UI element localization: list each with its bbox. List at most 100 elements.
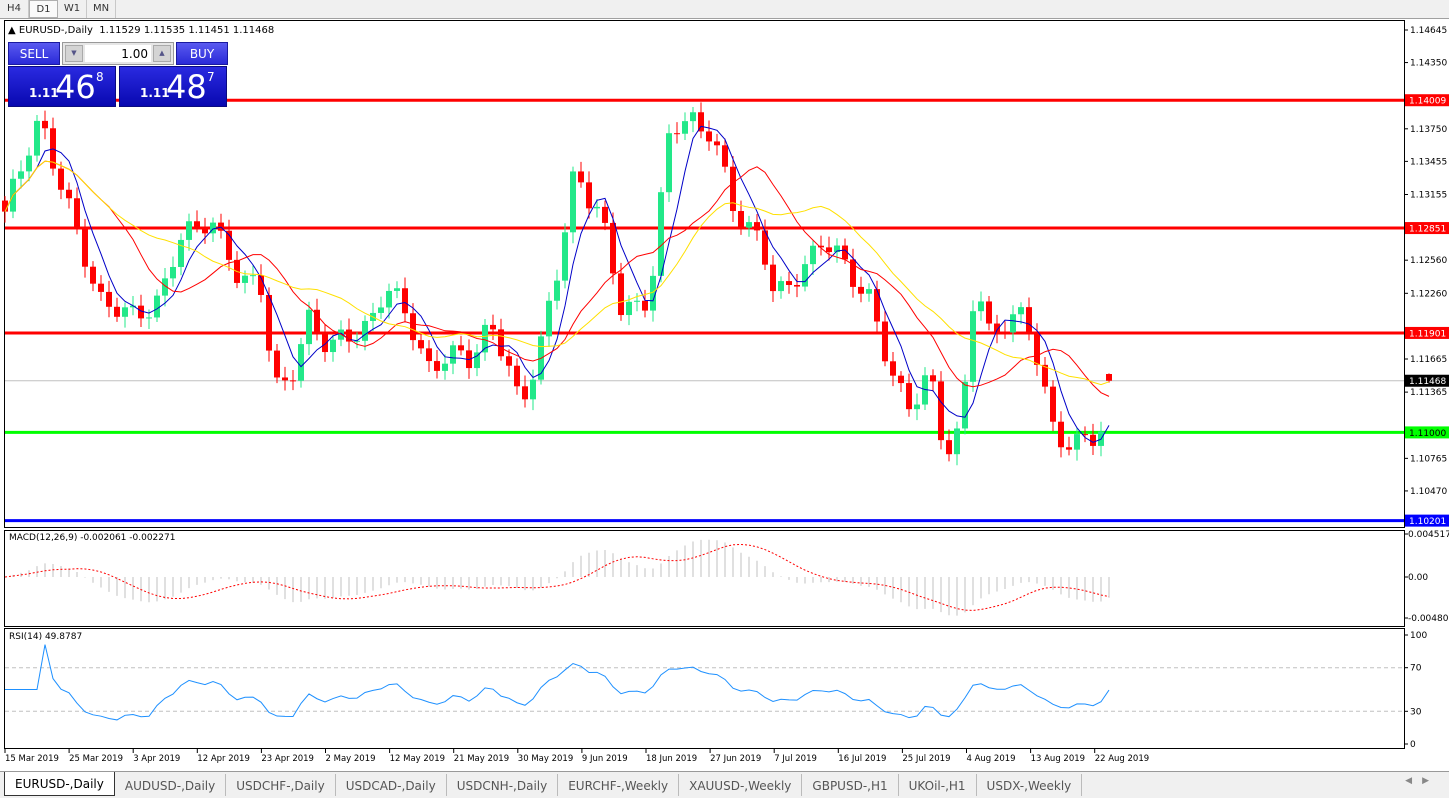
bear-candle bbox=[842, 245, 848, 260]
price-axis-label: 1.12260 bbox=[1410, 289, 1447, 299]
bull-candle bbox=[682, 121, 688, 134]
lot-input[interactable] bbox=[85, 45, 151, 62]
bull-candle bbox=[650, 275, 656, 311]
bull-candle bbox=[154, 295, 160, 318]
bear-candle bbox=[506, 356, 512, 366]
buy-button[interactable]: BUY bbox=[176, 42, 228, 65]
bear-candle bbox=[714, 141, 720, 146]
rsi-axis-label: 70 bbox=[1410, 664, 1422, 674]
date-axis-label: 30 May 2019 bbox=[518, 754, 573, 764]
price-axis-label: 1.11665 bbox=[1410, 355, 1447, 365]
tab-ukoil-h1[interactable]: UKOil-,H1 bbox=[899, 774, 977, 796]
sell-price-pips: 46 bbox=[55, 68, 96, 106]
bull-candle bbox=[746, 222, 752, 228]
date-axis-label: 16 Jul 2019 bbox=[838, 754, 886, 764]
bear-candle bbox=[290, 380, 296, 382]
price-axis-label: 1.11365 bbox=[1410, 388, 1447, 398]
date-axis-label: 2 May 2019 bbox=[326, 754, 376, 764]
current-price-label: 1.11468 bbox=[1409, 377, 1446, 387]
tab-xauusd-weekly[interactable]: XAUUSD-,Weekly bbox=[679, 774, 803, 796]
chart-tabs: EURUSD-,Daily AUDUSD-,Daily USDCHF-,Daily U… bbox=[0, 771, 1449, 798]
date-axis-label: 3 Apr 2019 bbox=[133, 754, 180, 764]
bull-candle bbox=[914, 404, 920, 410]
date-axis-label: 22 Aug 2019 bbox=[1095, 754, 1149, 764]
bull-candle bbox=[690, 112, 696, 122]
tab-usdx-weekly[interactable]: USDX-,Weekly bbox=[977, 774, 1083, 796]
ma-fast-line bbox=[4, 125, 1110, 443]
tab-audusd-daily[interactable]: AUDUSD-,Daily bbox=[115, 774, 227, 796]
buy-price-pips: 48 bbox=[166, 68, 207, 106]
date-axis-label: 21 May 2019 bbox=[454, 754, 509, 764]
bear-candle bbox=[1082, 434, 1088, 436]
tab-usdcad-daily[interactable]: USDCAD-,Daily bbox=[336, 774, 447, 796]
bull-candle bbox=[954, 428, 960, 455]
tab-gbpusd-h1[interactable]: GBPUSD-,H1 bbox=[802, 774, 899, 796]
macd-axis-label: 0.00 bbox=[1408, 573, 1428, 583]
bull-candle bbox=[970, 311, 976, 382]
bull-candle bbox=[442, 363, 448, 371]
bear-candle bbox=[322, 334, 328, 353]
macd-signal-line bbox=[4, 543, 1110, 611]
price-axis-label: 1.10470 bbox=[1410, 487, 1447, 497]
bear-candle bbox=[898, 375, 904, 384]
bull-candle bbox=[546, 300, 552, 337]
sell-button[interactable]: SELL bbox=[8, 42, 60, 65]
timeframe-d1[interactable]: D1 bbox=[29, 0, 58, 18]
bear-candle bbox=[434, 361, 440, 371]
macd-axis-label: 0.004517 bbox=[1408, 530, 1449, 540]
bear-candle bbox=[74, 198, 80, 229]
bull-candle bbox=[802, 264, 808, 287]
level-price-label: 1.10201 bbox=[1409, 517, 1446, 527]
macd-axis-label: -0.004806 bbox=[1408, 614, 1449, 624]
bull-candle bbox=[626, 301, 632, 316]
timeframe-h4[interactable]: H4 bbox=[0, 0, 29, 18]
rsi-frame bbox=[4, 628, 1405, 749]
ma-slow-line bbox=[4, 160, 1110, 386]
rsi-line bbox=[5, 644, 1110, 721]
bear-candle bbox=[906, 383, 912, 410]
bear-candle bbox=[42, 120, 48, 129]
buy-price[interactable]: 1.11 48 7 bbox=[119, 66, 227, 107]
bear-candle bbox=[674, 133, 680, 135]
bear-candle bbox=[314, 309, 320, 335]
bear-candle bbox=[762, 230, 768, 265]
macd-frame bbox=[4, 530, 1405, 627]
bear-candle bbox=[194, 221, 200, 228]
timeframe-mn[interactable]: MN bbox=[87, 0, 116, 18]
level-price-label: 1.12851 bbox=[1409, 225, 1446, 235]
bear-candle bbox=[410, 313, 416, 341]
tab-usdchf-daily[interactable]: USDCHF-,Daily bbox=[226, 774, 336, 796]
bull-candle bbox=[354, 340, 360, 342]
level-price-label: 1.11901 bbox=[1409, 329, 1446, 339]
bull-candle bbox=[834, 245, 840, 253]
sell-price[interactable]: 1.11 46 8 bbox=[8, 66, 116, 107]
lot-increase-button[interactable]: ▲ bbox=[153, 45, 171, 62]
timeframe-w1[interactable]: W1 bbox=[58, 0, 87, 18]
bear-candle bbox=[754, 222, 760, 231]
lot-decrease-button[interactable]: ▼ bbox=[65, 45, 83, 62]
price-axis-label: 1.13155 bbox=[1410, 190, 1447, 200]
tab-usdcnh-daily[interactable]: USDCNH-,Daily bbox=[447, 774, 559, 796]
bear-candle bbox=[274, 350, 280, 378]
bull-candle bbox=[210, 222, 216, 234]
bear-candle bbox=[874, 289, 880, 322]
bull-candle bbox=[594, 206, 600, 209]
bear-candle bbox=[586, 182, 592, 209]
bull-candle bbox=[34, 120, 40, 156]
chart-canvas[interactable]: 1.14645 1.14350 1.13750 1.13455 1.13155 1.125… bbox=[0, 19, 1449, 771]
bull-candle bbox=[250, 275, 256, 277]
bull-candle bbox=[178, 239, 184, 267]
price-axis-label: 1.14350 bbox=[1410, 59, 1447, 69]
level-price-label: 1.11000 bbox=[1409, 429, 1446, 439]
tab-scroll-arrows[interactable]: ◀▶ bbox=[1405, 776, 1439, 786]
date-axis-label: 25 Mar 2019 bbox=[69, 754, 123, 764]
tab-eurusd-daily[interactable]: EURUSD-,Daily bbox=[4, 772, 115, 796]
bull-candle bbox=[810, 245, 816, 265]
lot-stepper: ▼ ▲ bbox=[62, 42, 174, 65]
chart-window[interactable]: 1.14645 1.14350 1.13750 1.13455 1.13155 1.125… bbox=[0, 19, 1449, 771]
bear-candle bbox=[1026, 307, 1032, 335]
bull-candle bbox=[362, 320, 368, 341]
sell-price-big: 1.11 bbox=[29, 86, 59, 100]
tab-eurchf-weekly[interactable]: EURCHF-,Weekly bbox=[558, 774, 680, 796]
